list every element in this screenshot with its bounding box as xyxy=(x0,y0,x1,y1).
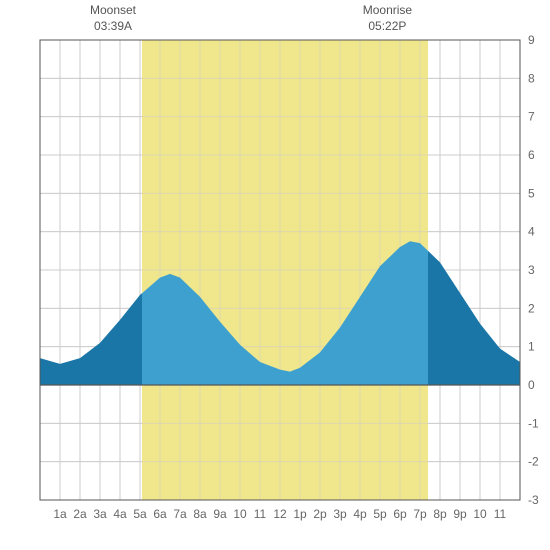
x-tick-label: 1p xyxy=(293,507,307,521)
tide-chart-container: -3-2-101234567891a2a3a4a5a6a7a8a9a101112… xyxy=(0,0,550,550)
y-tick-label: 9 xyxy=(528,33,535,47)
x-tick-label: 11 xyxy=(254,507,267,521)
moonrise-time: 05:22P xyxy=(368,19,406,33)
x-tick-label: 10 xyxy=(473,507,487,521)
y-tick-label: 6 xyxy=(528,148,535,162)
x-tick-label: 5a xyxy=(133,507,147,521)
y-tick-label: 5 xyxy=(528,186,535,200)
x-tick-label: 7p xyxy=(413,507,427,521)
x-tick-label: 7a xyxy=(173,507,187,521)
moonset-label: Moonset xyxy=(90,3,137,17)
y-tick-label: -2 xyxy=(528,455,539,469)
tide-chart: -3-2-101234567891a2a3a4a5a6a7a8a9a101112… xyxy=(0,0,550,550)
y-tick-label: 0 xyxy=(528,378,535,392)
y-tick-label: 7 xyxy=(528,110,535,124)
x-tick-label: 6p xyxy=(393,507,407,521)
x-tick-label: 12 xyxy=(273,507,287,521)
x-tick-label: 8p xyxy=(433,507,447,521)
x-tick-label: 10 xyxy=(233,507,247,521)
x-tick-label: 6a xyxy=(153,507,167,521)
x-tick-label: 3a xyxy=(93,507,107,521)
x-tick-label: 3p xyxy=(333,507,347,521)
y-tick-label: -3 xyxy=(528,493,539,507)
x-tick-label: 4p xyxy=(353,507,367,521)
y-tick-label: 3 xyxy=(528,263,535,277)
x-tick-label: 5p xyxy=(373,507,387,521)
x-tick-label: 1a xyxy=(53,507,67,521)
y-tick-label: 2 xyxy=(528,301,535,315)
x-tick-label: 8a xyxy=(193,507,207,521)
moonset-time: 03:39A xyxy=(94,19,132,33)
x-tick-label: 4a xyxy=(113,507,127,521)
moonrise-label: Moonrise xyxy=(363,3,413,17)
y-tick-label: 1 xyxy=(528,340,535,354)
x-tick-label: 11 xyxy=(494,507,507,521)
y-tick-label: -1 xyxy=(528,416,539,430)
x-tick-label: 9p xyxy=(453,507,467,521)
x-tick-label: 9a xyxy=(213,507,227,521)
x-tick-label: 2a xyxy=(73,507,87,521)
y-tick-label: 4 xyxy=(528,225,535,239)
x-tick-label: 2p xyxy=(313,507,327,521)
y-tick-label: 8 xyxy=(528,71,535,85)
